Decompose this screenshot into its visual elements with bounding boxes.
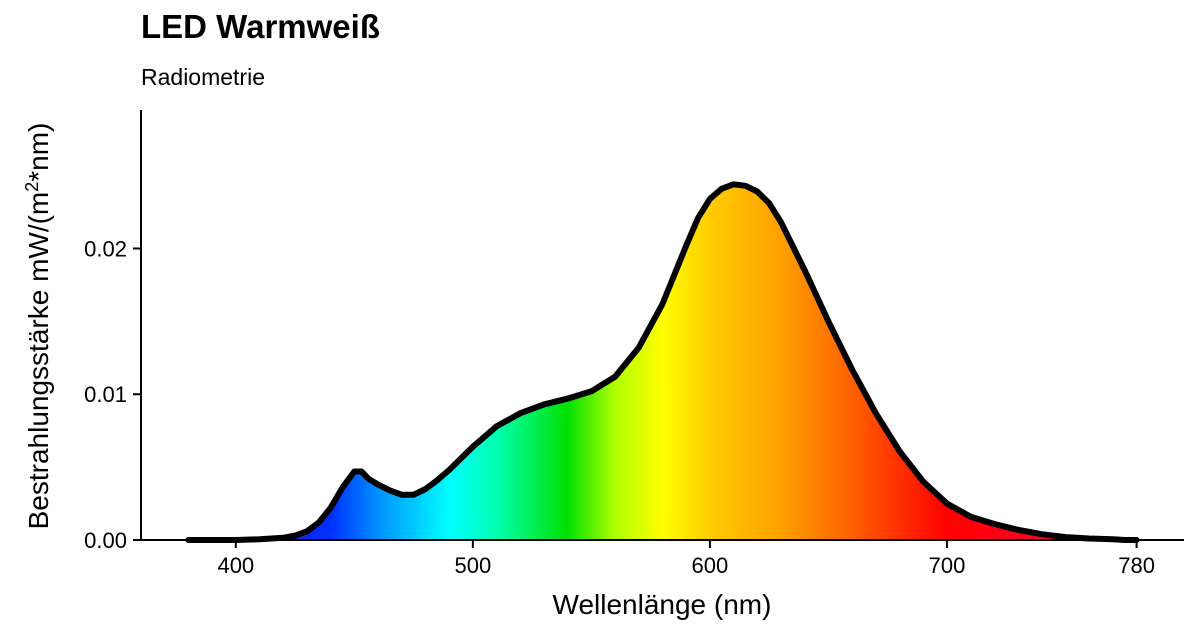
y-tick-label: 0.01 (84, 382, 127, 407)
spectrum-area (188, 184, 1137, 541)
x-axis-title: Wellenlänge (nm) (553, 589, 772, 620)
x-tick-label: 600 (692, 553, 729, 578)
x-tick-label: 700 (929, 553, 966, 578)
y-tick-label: 0.00 (84, 528, 127, 553)
chart-title: LED Warmweiß (141, 8, 380, 45)
y-axis-title: Bestrahlungsstärke mW/(m2*nm) (22, 123, 54, 530)
series-line (185, 181, 1140, 543)
chart-subtitle: Radiometrie (141, 64, 265, 90)
y-tick-label: 0.02 (84, 236, 127, 261)
x-axis-ticks: 400 500 600 700 780 (217, 540, 1155, 578)
x-tick-label: 500 (455, 553, 492, 578)
x-tick-label: 400 (217, 553, 254, 578)
y-axis-ticks: 0.00 0.01 0.02 (84, 236, 141, 553)
x-tick-label: 780 (1118, 553, 1155, 578)
